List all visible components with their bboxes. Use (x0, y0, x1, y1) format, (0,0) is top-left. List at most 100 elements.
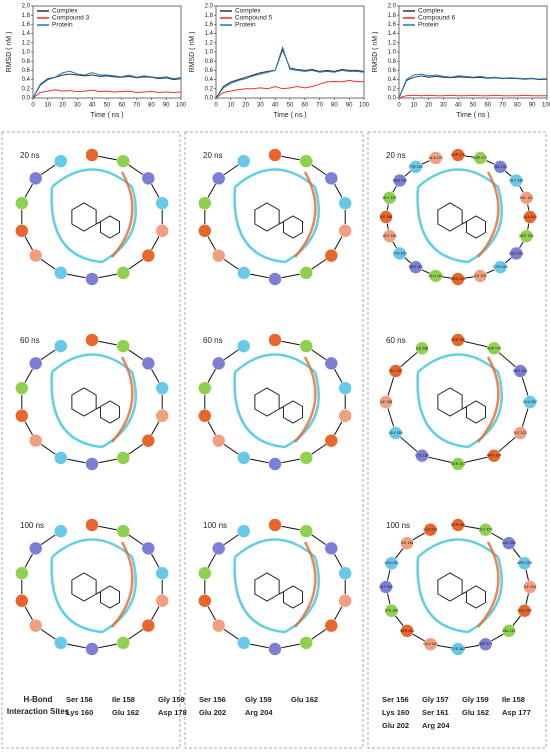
legend-label: Complex (52, 8, 78, 15)
hbond-site: Ser 156 (199, 695, 226, 704)
hbond-site: Glu 162 (291, 695, 318, 704)
pocket-contour (416, 353, 503, 449)
pocket-contour (477, 541, 500, 628)
residue-label: ILE 203 (514, 431, 526, 435)
x-tick-label: 50 (104, 103, 111, 109)
residue (54, 154, 68, 168)
residue (429, 269, 443, 283)
residue-label: ASP 177 (473, 156, 487, 160)
x-tick-label: 0 (214, 103, 218, 109)
residue-label: SER 161 (451, 462, 465, 466)
y-tick-label: 2.0 (205, 4, 214, 10)
residue (338, 409, 352, 423)
residue (141, 618, 156, 633)
residue-label: GLU 162 (423, 642, 437, 646)
y-tick-label: 0.2 (205, 86, 214, 92)
residue (28, 248, 43, 263)
residue (299, 339, 313, 353)
residue (478, 522, 493, 537)
residue-label: LYS 160 (415, 454, 429, 458)
hbond-site: Ile 158 (112, 695, 135, 704)
series-line (398, 75, 548, 99)
residue-label: SER 156 (393, 179, 407, 183)
x-tick-label: 90 (346, 103, 353, 109)
x-tick-label: 0 (397, 103, 401, 109)
y-tick-label: 1.4 (205, 31, 214, 37)
residue (141, 541, 156, 556)
y-tick-label: 0.0 (388, 96, 397, 102)
column-frame (367, 131, 547, 749)
residue (141, 356, 156, 371)
residue (15, 409, 29, 423)
legend-label: Protein (52, 22, 73, 29)
residue (338, 196, 352, 210)
ligand-ring (282, 585, 304, 609)
residue (493, 260, 508, 274)
hbond-site: Glu 162 (112, 708, 139, 717)
residue (85, 148, 99, 162)
x-tick-label: 20 (425, 103, 432, 109)
residue (155, 381, 169, 395)
residue (478, 637, 493, 652)
residue (324, 618, 339, 633)
ligand-ring (71, 387, 97, 417)
ligand-bond (278, 221, 284, 225)
x-tick-label: 80 (514, 103, 521, 109)
residue (198, 594, 212, 608)
residue (268, 272, 282, 286)
hbond-site: Asp 178 (158, 708, 187, 717)
residue-label: LEU 233 (423, 528, 437, 532)
hbond-site: Asp 177 (502, 708, 531, 717)
residue (299, 154, 313, 168)
ligand-ring (437, 202, 463, 232)
x-axis-label: Time ( ns ) (90, 112, 123, 119)
residue (28, 541, 43, 556)
residue-label: GLY 157 (383, 196, 397, 200)
residue (28, 171, 43, 186)
y-tick-label: 1.6 (205, 22, 214, 28)
residue-label: MET 201 (513, 369, 528, 373)
residue (324, 356, 339, 371)
pocket-contour (233, 538, 320, 634)
residue (299, 524, 313, 538)
residue-label: ILE 203 (524, 585, 536, 589)
residue-label: GLY 157 (389, 369, 403, 373)
panel-label: 20 ns (20, 151, 40, 160)
y-tick-label: 1.2 (388, 40, 397, 46)
y-tick-label: 1.6 (22, 22, 31, 28)
residue (155, 196, 169, 210)
x-tick-label: 10 (227, 103, 234, 109)
series-line (215, 80, 365, 99)
residue (28, 356, 43, 371)
residue (268, 457, 282, 471)
residue (211, 356, 226, 371)
x-tick-label: 50 (470, 103, 477, 109)
x-tick-label: 40 (455, 103, 462, 109)
residue (429, 151, 443, 165)
residue-label: ASP 178 (487, 346, 501, 350)
residue (141, 433, 156, 448)
residue (513, 364, 528, 378)
y-tick-label: 0.2 (388, 86, 397, 92)
series-line (215, 48, 365, 99)
residue (523, 580, 537, 594)
residue (299, 266, 313, 280)
pocket-contour (50, 538, 137, 634)
residue (502, 536, 516, 550)
pocket-contour (477, 171, 500, 258)
residue-label: ASP 178 (451, 153, 465, 157)
residue (237, 339, 251, 353)
residue (517, 556, 532, 571)
residue (155, 566, 169, 580)
residue (268, 333, 282, 347)
y-tick-label: 1.0 (22, 50, 31, 56)
residue (141, 248, 156, 263)
residue-label: GLY 159 (379, 585, 393, 589)
ligand-ring (282, 215, 304, 239)
ligand-bond (278, 591, 284, 595)
hbond-site: Gly 159 (462, 695, 489, 704)
residue-label: ALA 164 (523, 215, 537, 219)
hbond-site: Gly 159 (245, 695, 272, 704)
residue (155, 594, 169, 608)
residue (451, 642, 465, 656)
